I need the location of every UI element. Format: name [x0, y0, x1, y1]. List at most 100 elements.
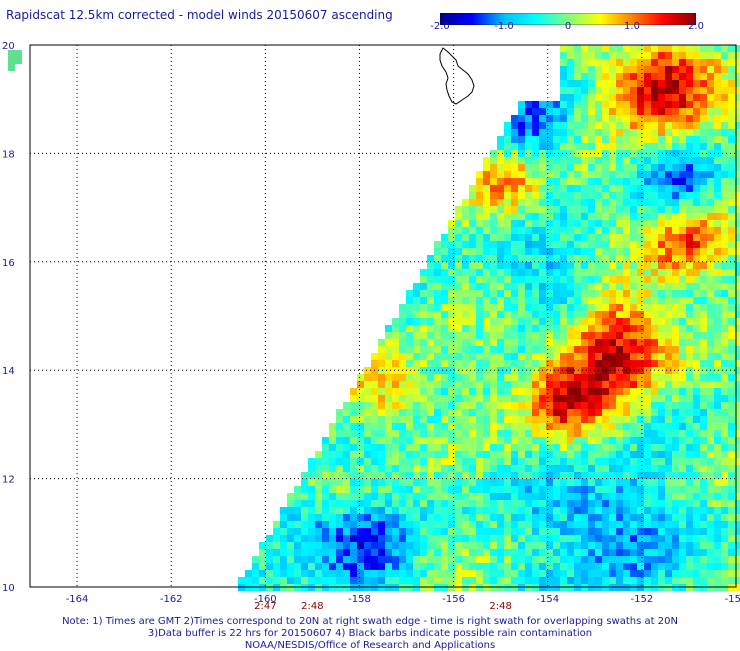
wind-cell [728, 521, 735, 528]
wind-cell [427, 283, 434, 290]
wind-cell [476, 346, 483, 353]
wind-cell [616, 94, 623, 101]
wind-cell [665, 52, 672, 59]
wind-cell [427, 507, 434, 514]
wind-cell [679, 325, 686, 332]
wind-cell [679, 171, 686, 178]
wind-cell [525, 136, 532, 143]
wind-cell [581, 185, 588, 192]
wind-cell [455, 486, 462, 493]
wind-cell [434, 514, 441, 521]
wind-cell [567, 192, 574, 199]
wind-cell [672, 465, 679, 472]
wind-cell [728, 220, 735, 227]
wind-cell [581, 290, 588, 297]
wind-cell [630, 94, 637, 101]
wind-cell [581, 325, 588, 332]
wind-cell [532, 465, 539, 472]
wind-cell [553, 500, 560, 507]
wind-cell [434, 493, 441, 500]
wind-cell [651, 122, 658, 129]
wind-cell [630, 101, 637, 108]
wind-cell [658, 451, 665, 458]
wind-cell [693, 101, 700, 108]
wind-cell [602, 395, 609, 402]
wind-cell [672, 122, 679, 129]
wind-cell [679, 262, 686, 269]
wind-cell [707, 108, 714, 115]
wind-cell [553, 227, 560, 234]
wind-cell [672, 479, 679, 486]
wind-cell [448, 437, 455, 444]
wind-cell [539, 325, 546, 332]
wind-cell [329, 563, 336, 570]
wind-cell [567, 332, 574, 339]
wind-cell [462, 514, 469, 521]
wind-cell [581, 458, 588, 465]
wind-cell [504, 290, 511, 297]
wind-cell [679, 157, 686, 164]
wind-cell [273, 528, 280, 535]
wind-cell [693, 472, 700, 479]
wind-cell [434, 297, 441, 304]
wind-cell [728, 563, 735, 570]
wind-cell [574, 388, 581, 395]
wind-cell [371, 577, 378, 584]
wind-cell [693, 444, 700, 451]
wind-cell [623, 157, 630, 164]
wind-cell [707, 304, 714, 311]
wind-cell [700, 360, 707, 367]
wind-cell [511, 248, 518, 255]
wind-cell [644, 220, 651, 227]
wind-cell [574, 311, 581, 318]
wind-cell [518, 479, 525, 486]
wind-cell [406, 290, 413, 297]
wind-cell [308, 570, 315, 577]
wind-cell [602, 108, 609, 115]
wind-cell [252, 563, 259, 570]
wind-cell [658, 45, 665, 52]
wind-cell [686, 136, 693, 143]
wind-cell [595, 332, 602, 339]
wind-cell [693, 73, 700, 80]
wind-cell [406, 507, 413, 514]
wind-cell [525, 101, 532, 108]
wind-cell [343, 430, 350, 437]
wind-cell [504, 556, 511, 563]
wind-cell [721, 220, 728, 227]
wind-cell [728, 416, 735, 423]
wind-cell [588, 108, 595, 115]
wind-cell [679, 563, 686, 570]
wind-cell [483, 325, 490, 332]
wind-cell [672, 395, 679, 402]
wind-cell [560, 458, 567, 465]
wind-cell [287, 507, 294, 514]
wind-cell [714, 346, 721, 353]
wind-cell [399, 563, 406, 570]
wind-cell [637, 150, 644, 157]
wind-cell [462, 402, 469, 409]
wind-cell [574, 514, 581, 521]
wind-cell [644, 346, 651, 353]
wind-cell [651, 80, 658, 87]
wind-cell [364, 409, 371, 416]
wind-cell [581, 136, 588, 143]
wind-cell [700, 304, 707, 311]
wind-cell [539, 129, 546, 136]
wind-cell [511, 122, 518, 129]
wind-cell [413, 304, 420, 311]
wind-cell [637, 318, 644, 325]
wind-cell [413, 374, 420, 381]
wind-cell [686, 143, 693, 150]
wind-cell [693, 542, 700, 549]
wind-cell [644, 388, 651, 395]
wind-cell [336, 479, 343, 486]
wind-cell [322, 451, 329, 458]
wind-cell [560, 101, 567, 108]
wind-cell [609, 458, 616, 465]
wind-cell [602, 423, 609, 430]
wind-cell [728, 507, 735, 514]
wind-cell [595, 430, 602, 437]
wind-cell [700, 290, 707, 297]
wind-cell [553, 192, 560, 199]
